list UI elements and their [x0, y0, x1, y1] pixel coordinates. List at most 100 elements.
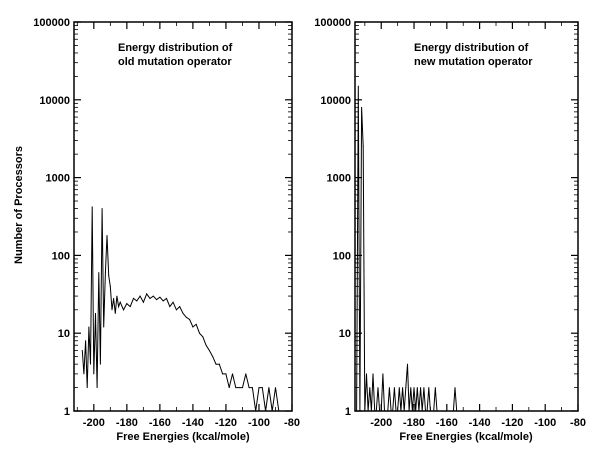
data-point	[83, 373, 85, 375]
data-point	[405, 387, 407, 389]
data-point	[274, 387, 276, 389]
data-point	[118, 306, 120, 308]
data-point	[265, 410, 267, 412]
x-tick-label: -200	[83, 417, 105, 429]
data-point	[413, 387, 415, 389]
y-tick-label: 10	[339, 328, 351, 340]
data-point	[88, 326, 90, 328]
data-point	[390, 410, 392, 412]
data-point	[456, 410, 458, 412]
data-point	[179, 306, 181, 308]
data-point	[434, 387, 436, 389]
series-line	[81, 206, 280, 412]
data-point	[251, 387, 253, 389]
data-point	[377, 387, 379, 389]
data-point	[438, 410, 440, 412]
y-ticks: 1 10 100 1000 10000 100000	[33, 17, 292, 418]
data-point	[410, 387, 412, 389]
data-point	[393, 387, 395, 389]
x-tick-label: -140	[469, 417, 491, 429]
data-point	[411, 410, 413, 412]
x-axis-label: Free Energies (kcal/mole)	[399, 431, 533, 443]
data-point	[192, 326, 194, 328]
y-tick-label: 100	[333, 250, 351, 262]
data-point	[123, 309, 125, 311]
data-point	[139, 295, 141, 297]
annotation-line-1: Energy distribution of	[414, 42, 529, 54]
x-tick-label: -120	[215, 417, 237, 429]
data-point	[385, 410, 387, 412]
data-point	[356, 410, 358, 412]
x-tick-label: -100	[534, 417, 556, 429]
annotation-line-1: Energy distribution of	[118, 42, 233, 54]
data-point	[380, 410, 382, 412]
data-point	[113, 297, 115, 299]
data-point	[361, 106, 363, 108]
data-point	[278, 410, 280, 412]
x-ticks: -200 -180 -160 -140 -120 -100 -80	[76, 22, 300, 429]
data-point	[129, 306, 131, 308]
x-axis-label: Free Energies (kcal/mole)	[116, 431, 250, 443]
data-point	[425, 410, 427, 412]
data-point	[169, 306, 171, 308]
data-point	[428, 387, 430, 389]
data-point	[159, 296, 161, 298]
y-tick-label: 100000	[33, 17, 70, 29]
annotation-line-2: old mutation operator	[118, 56, 232, 68]
data-point	[408, 410, 410, 412]
data-point	[99, 363, 101, 365]
data-point	[364, 410, 366, 412]
data-point	[369, 387, 371, 389]
data-point	[462, 410, 464, 412]
data-point	[81, 349, 83, 351]
data-point	[90, 363, 92, 365]
data-point	[212, 356, 214, 358]
data-point	[388, 387, 390, 389]
data-point	[111, 309, 113, 311]
y-axis-label: Number of Processors	[13, 146, 25, 264]
data-point	[165, 297, 167, 299]
data-point	[359, 410, 361, 412]
data-point	[119, 301, 121, 303]
data-point	[108, 275, 110, 277]
y-tick-label: 1000	[46, 173, 70, 185]
data-point	[395, 410, 397, 412]
data-point	[152, 295, 154, 297]
data-point	[238, 387, 240, 389]
data-point	[446, 410, 448, 412]
data-point	[423, 387, 425, 389]
data-point	[418, 410, 420, 412]
x-tick-label: -120	[501, 417, 523, 429]
data-point	[189, 319, 191, 321]
data-point	[447, 410, 449, 412]
x-tick-label: -160	[436, 417, 458, 429]
data-point	[384, 410, 386, 412]
data-point	[86, 387, 88, 389]
data-point	[370, 410, 372, 412]
data-point	[420, 387, 422, 389]
data-point	[397, 410, 399, 412]
y-tick-label: 1	[345, 406, 351, 418]
data-point	[235, 387, 237, 389]
data-point	[156, 299, 158, 301]
data-point	[452, 410, 454, 412]
data-point	[202, 336, 204, 338]
data-point	[374, 410, 376, 412]
data-point	[362, 146, 364, 148]
data-point	[208, 349, 210, 351]
data-point	[91, 206, 93, 208]
data-point	[116, 295, 118, 297]
plot-frame	[354, 21, 579, 412]
data-point	[93, 373, 95, 375]
series-group	[81, 206, 280, 412]
x-tick-label: -180	[403, 417, 425, 429]
data-point	[142, 301, 144, 303]
data-point	[146, 293, 148, 295]
y-tick-label: 1000	[327, 173, 351, 185]
data-point	[232, 373, 234, 375]
data-point	[215, 363, 217, 365]
x-tick-label: -160	[149, 417, 171, 429]
data-point	[103, 326, 105, 328]
data-point	[222, 373, 224, 375]
